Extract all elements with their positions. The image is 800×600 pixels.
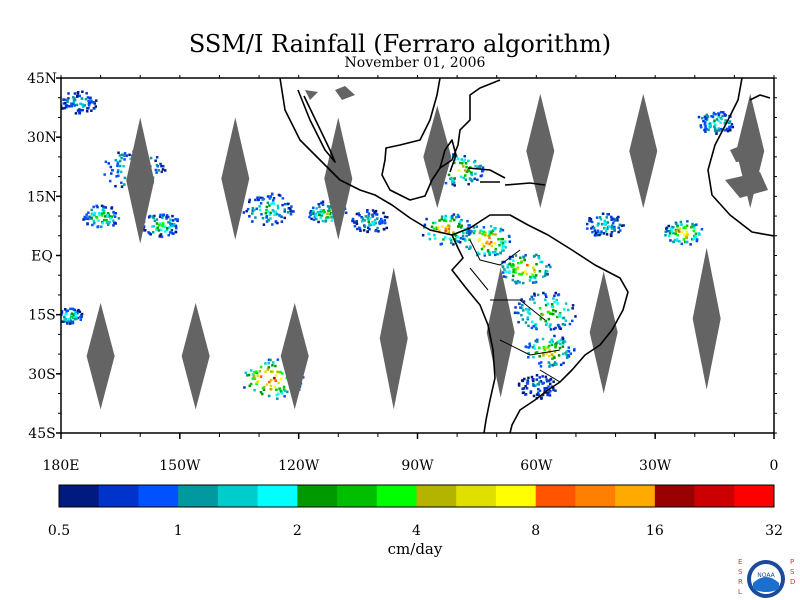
- lon-label: 0: [770, 458, 779, 474]
- land-greatlakes: [335, 86, 355, 100]
- logo-letter: P: [790, 558, 794, 566]
- colorbar-swatch-17: [734, 485, 775, 507]
- swath-gap-0: [126, 117, 155, 244]
- logo-letter: E: [738, 558, 742, 566]
- lat-label: 15N: [27, 189, 57, 205]
- rain-cluster-16: [697, 110, 735, 135]
- colorbar-swatch-10: [456, 485, 497, 507]
- colorbar-swatch-5: [257, 485, 298, 507]
- colorbar-tick-label: 16: [646, 523, 664, 539]
- colorbar-swatch-15: [654, 485, 696, 507]
- coastline-baja: [297, 89, 336, 163]
- lon-label: 30W: [639, 458, 672, 474]
- coastline-africa: [707, 78, 774, 237]
- colorbar-swatch-12: [535, 485, 576, 507]
- coastline-gulf-east: [381, 78, 501, 201]
- border-south-america: [469, 239, 561, 383]
- swath-gap-8: [181, 302, 210, 410]
- colorbar-swatch-6: [297, 485, 338, 507]
- colorbar-tick-label: 8: [531, 523, 540, 539]
- colorbar-swatch-2: [138, 485, 179, 507]
- swath-gap-9: [280, 302, 309, 410]
- swath-gap-1: [221, 117, 250, 240]
- lon-label: 120W: [278, 458, 320, 474]
- coastline-south-america: [451, 214, 629, 433]
- map-frame: [60, 77, 775, 434]
- swath-gap-3: [423, 105, 452, 209]
- colorbar-swatch-16: [694, 485, 735, 507]
- coastline-caribbean: [467, 167, 546, 186]
- rain-cluster-9: [459, 225, 512, 257]
- rain-cluster-0: [61, 90, 98, 115]
- lon-label: 60W: [520, 458, 553, 474]
- logo-letter: S: [790, 568, 795, 576]
- logo-letter: D: [790, 578, 795, 586]
- lat-label: 30S: [28, 367, 55, 383]
- svg-text:NOAA: NOAA: [757, 572, 775, 579]
- colorbar-swatch-11: [495, 485, 537, 507]
- rain-cluster-17: [61, 307, 84, 325]
- rain-cluster-2: [82, 204, 121, 229]
- colorbar-swatch-14: [615, 485, 656, 507]
- land-africa-nodata: [725, 172, 768, 198]
- lon-label: 150W: [159, 458, 201, 474]
- lon-label: 90W: [401, 458, 434, 474]
- rain-cluster-18: [517, 373, 557, 400]
- colorbar-swatch-7: [337, 485, 378, 507]
- colorbar-tick-label: 32: [765, 523, 783, 539]
- coastline-north-america-west: [279, 78, 453, 236]
- colorbar-tick-label: 1: [174, 523, 183, 539]
- rain-cluster-10: [501, 253, 552, 285]
- lat-label: 15S: [28, 308, 55, 324]
- swath-gap-11: [486, 267, 515, 398]
- swath-gap-5: [629, 93, 658, 209]
- swath-gap-10: [379, 267, 408, 410]
- land-africa-nodata-2: [730, 142, 755, 162]
- rain-cluster-15: [664, 220, 704, 246]
- colorbar-swatch-3: [178, 485, 219, 507]
- land-mexico-interior: [305, 90, 318, 100]
- rain-cluster-6: [351, 209, 389, 234]
- coastline-iberia: [749, 94, 771, 101]
- colorbar-unit-label: cm/day: [387, 540, 443, 558]
- colorbar-tick-label: 0.5: [48, 523, 70, 539]
- lat-label: 45S: [28, 426, 55, 442]
- logo-letter: S: [738, 568, 743, 576]
- rain-cluster-4: [242, 192, 295, 226]
- rain-cluster-11: [513, 291, 577, 331]
- rain-cluster-3: [140, 213, 179, 239]
- map-date: November 01, 2006: [344, 55, 486, 71]
- colorbar-swatch-9: [416, 485, 457, 507]
- rain-cluster-14: [585, 212, 625, 238]
- lon-label: 180E: [43, 458, 80, 474]
- colorbar-swatch-13: [575, 485, 616, 507]
- map-title: SSM/I Rainfall (Ferraro algorithm): [188, 30, 612, 58]
- colorbar-swatch-4: [217, 485, 259, 507]
- swath-gap-7: [86, 302, 115, 410]
- colorbar-swatch-0: [59, 485, 100, 507]
- coastline-florida: [439, 139, 457, 173]
- swath-gap-13: [692, 247, 721, 390]
- lat-label: EQ: [31, 249, 53, 265]
- colorbar-swatch-1: [98, 485, 139, 507]
- lat-label: 45N: [27, 71, 57, 87]
- colorbar-tick-label: 4: [412, 523, 421, 539]
- swath-gap-12: [589, 271, 618, 394]
- lat-label: 30N: [27, 130, 57, 146]
- colorbar-swatch-8: [376, 485, 417, 507]
- logo-letter: R: [738, 578, 743, 586]
- logo-letter: L: [738, 588, 742, 596]
- swath-gap-4: [526, 93, 555, 209]
- colorbar-tick-label: 2: [293, 523, 302, 539]
